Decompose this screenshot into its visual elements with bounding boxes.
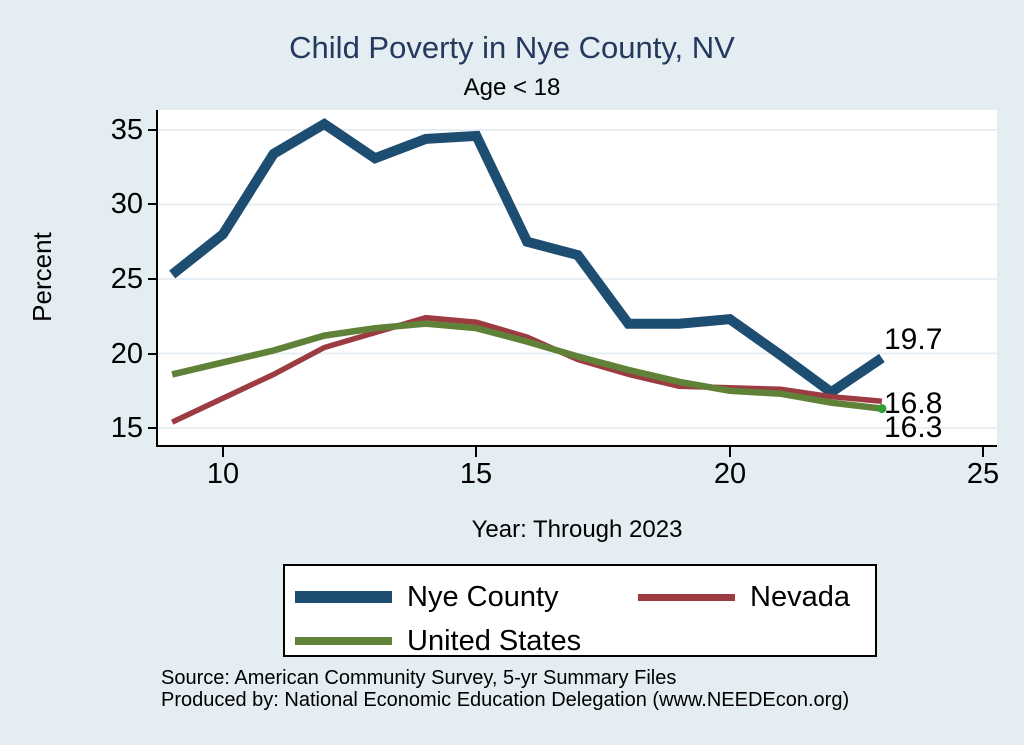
y-axis-tick [148, 203, 157, 205]
x-axis-tick-label: 10 [206, 458, 240, 490]
x-axis-tick [475, 447, 477, 457]
x-axis-tick [982, 447, 984, 457]
y-axis-tick [148, 129, 157, 131]
y-axis-tick [148, 353, 157, 355]
legend-swatch-nevada [638, 593, 735, 601]
series-end-label: 16.8 [884, 387, 943, 420]
chart-subtitle: Age < 18 [463, 74, 561, 101]
y-axis-tick-label: 15 [110, 412, 143, 444]
x-axis-tick-label: 20 [713, 458, 747, 490]
legend-swatch-nye-county [295, 591, 392, 603]
y-axis-tick-label: 20 [110, 338, 143, 370]
y-axis-tick-label: 30 [110, 188, 143, 220]
source-note: Source: American Community Survey, 5-yr … [161, 667, 849, 711]
legend-label-united-states: United States [407, 625, 582, 657]
legend-swatch-united-states [295, 637, 392, 645]
chart-title: Child Poverty in Nye County, NV [289, 30, 735, 65]
x-axis-tick-label: 15 [459, 458, 493, 490]
series-end-label: 16.3 [884, 411, 943, 444]
y-axis-tick [148, 278, 157, 280]
plot-svg [158, 118, 997, 429]
series-line-nevada [171, 314, 883, 425]
x-axis-tick [222, 447, 224, 457]
series-end-dot [877, 404, 887, 414]
series-line-nye-county [169, 118, 885, 399]
legend-label-nevada: Nevada [750, 581, 850, 613]
x-axis-title: Year: Through 2023 [471, 516, 683, 543]
legend-box: Nye County Nevada United States [283, 564, 877, 657]
plot-area [156, 110, 997, 447]
legend-label-nye-county: Nye County [407, 581, 559, 613]
source-line: Source: American Community Survey, 5-yr … [161, 667, 677, 689]
y-axis-tick [148, 427, 157, 429]
series-end-label: 19.7 [884, 323, 943, 356]
x-axis-tick-label: 25 [966, 458, 1000, 490]
y-axis-title: Percent [27, 232, 57, 322]
series-line-united-states [171, 320, 883, 412]
produced-by-line: Produced by: National Economic Education… [161, 689, 850, 711]
y-axis-tick-label: 25 [110, 263, 143, 295]
y-axis-tick-label: 35 [110, 114, 143, 146]
x-axis-tick [729, 447, 731, 457]
